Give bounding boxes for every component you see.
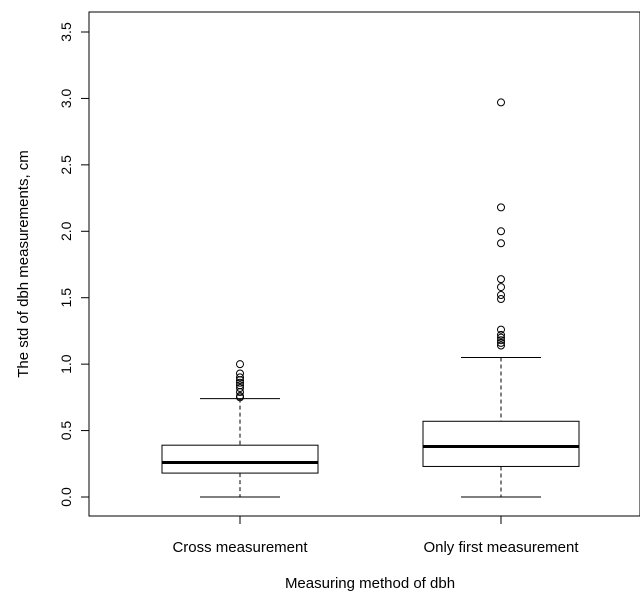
y-tick-label: 2.0 bbox=[58, 221, 74, 241]
outlier-point bbox=[497, 333, 505, 342]
outlier-point bbox=[497, 330, 505, 339]
y-tick-label: 0.0 bbox=[58, 487, 74, 507]
outlier-point bbox=[497, 341, 505, 350]
x-tick-label: Only first measurement bbox=[423, 539, 579, 556]
outlier-point bbox=[497, 203, 505, 212]
x-axis: Cross measurement Only first measurement bbox=[172, 516, 579, 556]
y-tick-label: 2.5 bbox=[58, 155, 74, 175]
outlier-point bbox=[236, 392, 244, 401]
outlier-point bbox=[236, 384, 244, 393]
outlier-point bbox=[497, 338, 505, 347]
outlier-point bbox=[497, 336, 505, 345]
iqr-box bbox=[422, 420, 580, 467]
outlier-point bbox=[236, 360, 244, 369]
outlier-point bbox=[236, 373, 244, 382]
box-series bbox=[161, 98, 580, 498]
outlier-point bbox=[497, 227, 505, 236]
outlier-point bbox=[236, 369, 244, 378]
outlier-point bbox=[497, 275, 505, 284]
y-axis-label: The std of dbh measurements, cm bbox=[15, 150, 32, 378]
x-tick-label: Cross measurement bbox=[172, 539, 308, 556]
y-tick-label: 0.5 bbox=[58, 421, 74, 441]
iqr-box bbox=[161, 444, 319, 474]
outlier-point bbox=[236, 378, 244, 387]
box-only-first-measurement bbox=[422, 98, 580, 498]
outlier-point bbox=[497, 291, 505, 300]
y-axis: 0.0 0.5 1.0 1.5 2.0 2.5 3.0 3.5 bbox=[58, 22, 90, 507]
outlier-point bbox=[497, 325, 505, 334]
y-tick-label: 1.5 bbox=[58, 288, 74, 308]
outlier-point bbox=[497, 295, 505, 304]
outlier-point bbox=[497, 98, 505, 107]
outlier-point bbox=[497, 283, 505, 292]
outlier-point bbox=[236, 381, 244, 390]
y-tick-label: 3.0 bbox=[58, 88, 74, 108]
y-tick-label: 1.0 bbox=[58, 354, 74, 374]
outlier-point bbox=[497, 239, 505, 248]
x-axis-label: Measuring method of dbh bbox=[285, 575, 455, 592]
y-tick-label: 3.5 bbox=[58, 22, 74, 42]
box-cross-measurement bbox=[161, 360, 319, 498]
